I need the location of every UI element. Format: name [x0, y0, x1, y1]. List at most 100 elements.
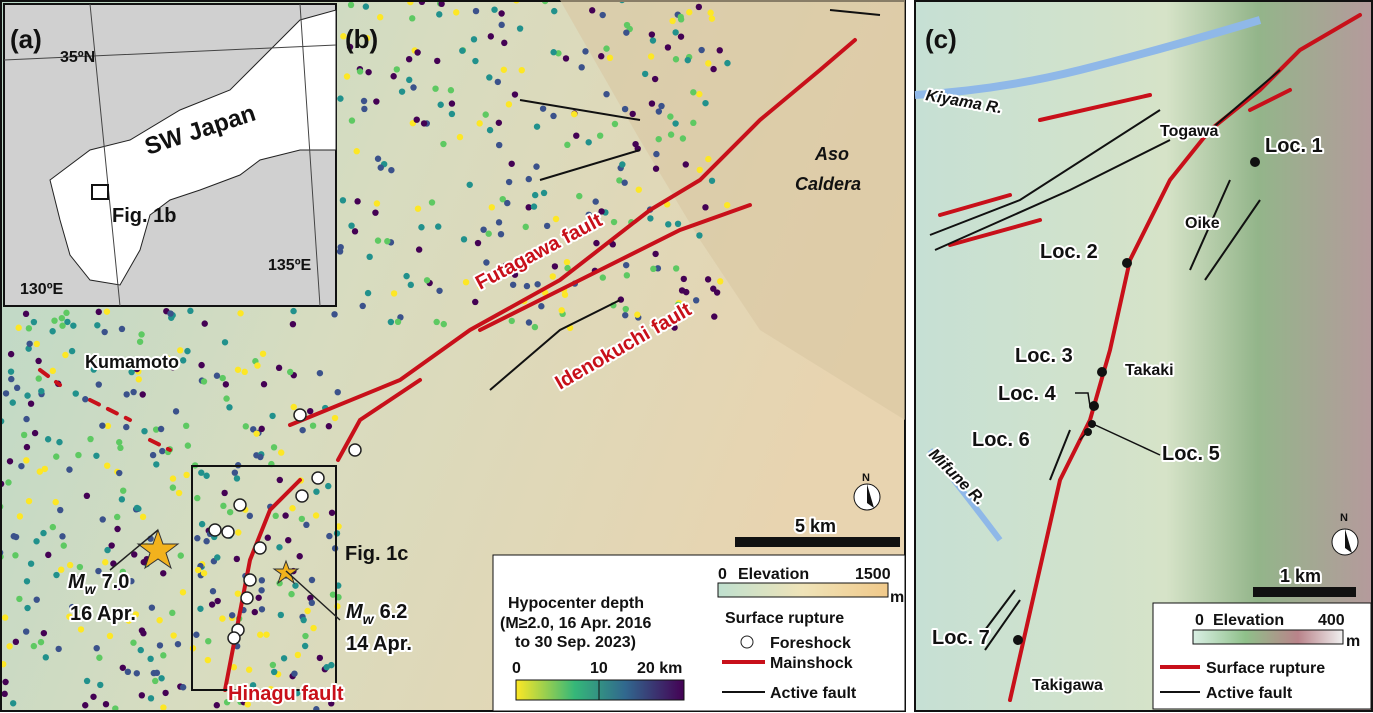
legend-text: 20 km — [637, 660, 682, 677]
legend-text: 0 — [718, 566, 727, 583]
hypocenter — [337, 244, 343, 250]
hypocenter — [299, 516, 305, 522]
hypocenter — [148, 695, 154, 701]
hypocenter — [702, 204, 708, 210]
hypocenter — [220, 503, 226, 509]
hypocenter — [517, 25, 523, 31]
hypocenter — [702, 100, 708, 106]
hypocenter — [94, 322, 100, 328]
hypocenter — [650, 266, 656, 272]
hypocenter — [214, 598, 220, 604]
hypocenter — [11, 533, 17, 539]
hypocenter — [234, 556, 240, 562]
hypocenter — [99, 422, 105, 428]
hypocenter — [183, 423, 189, 429]
hypocenter — [696, 91, 702, 97]
hypocenter — [170, 632, 176, 638]
hypocenter — [683, 161, 689, 167]
hypocenter — [43, 654, 49, 660]
hypocenter — [119, 326, 125, 332]
hypocenter — [263, 631, 269, 637]
hypocenter — [656, 108, 662, 114]
hypocenter — [408, 282, 414, 288]
hypocenter — [102, 559, 108, 565]
hypocenter — [201, 570, 207, 576]
hypocenter — [534, 281, 540, 287]
place-label: Aso — [814, 144, 849, 164]
legend-text: 1500 — [855, 566, 891, 583]
hypocenter — [541, 190, 547, 196]
hypocenter — [600, 274, 606, 280]
hypocenter — [693, 297, 699, 303]
hypocenter — [185, 442, 191, 448]
place-label: Togawa — [1160, 123, 1218, 140]
hypocenter — [612, 121, 618, 127]
north-label: N — [862, 472, 870, 484]
hypocenter — [138, 331, 144, 337]
hypocenter — [287, 369, 293, 375]
hypocenter — [140, 630, 146, 636]
hypocenter — [243, 423, 249, 429]
hypocenter — [534, 123, 540, 129]
hypocenter — [273, 513, 279, 519]
hypocenter — [372, 209, 378, 215]
loc-label: Loc. 7 — [932, 627, 990, 649]
hypocenter — [598, 208, 604, 214]
hypocenter — [136, 376, 142, 382]
hypocenter — [252, 609, 258, 615]
hypocenter — [436, 288, 442, 294]
hypocenter — [170, 475, 176, 481]
hypocenter — [226, 404, 232, 410]
hypocenter — [210, 588, 216, 594]
hypocenter — [282, 512, 288, 518]
hypocenter — [496, 219, 502, 225]
hypocenter — [486, 74, 492, 80]
hypocenter — [675, 221, 681, 227]
hypocenter — [108, 542, 114, 548]
box-label: Fig. 1b — [112, 205, 176, 227]
hypocenter — [332, 415, 338, 421]
hypocenter — [45, 552, 51, 558]
scale-label: 1 km — [1280, 566, 1321, 586]
hypocenter — [437, 102, 443, 108]
hypocenter — [24, 444, 30, 450]
hypocenter — [59, 323, 65, 329]
hypocenter — [483, 259, 489, 265]
hypocenter — [680, 135, 686, 141]
hypocenter — [603, 91, 609, 97]
hypocenter — [37, 468, 43, 474]
hypocenter — [134, 670, 140, 676]
hypocenter — [242, 369, 248, 375]
depth-bar — [516, 680, 684, 700]
hypocenter — [366, 254, 372, 260]
hypocenter — [697, 167, 703, 173]
hypocenter — [652, 251, 658, 257]
hypocenter — [235, 367, 241, 373]
hypocenter — [717, 47, 723, 53]
hypocenter — [152, 678, 158, 684]
hypocenter — [334, 530, 340, 536]
panel-label: (b) — [345, 24, 378, 54]
hypocenter — [259, 426, 265, 432]
hypocenter — [10, 700, 16, 706]
loc-label: Loc. 3 — [1015, 345, 1073, 367]
hypocenter — [82, 702, 88, 708]
legend-text: 0 — [1195, 612, 1204, 629]
hypocenter — [550, 49, 556, 55]
hypocenter — [352, 228, 358, 234]
hypocenter — [619, 161, 625, 167]
legend-text: Surface rupture — [1206, 660, 1325, 677]
hypocenter — [429, 199, 435, 205]
hypocenter — [120, 665, 126, 671]
hypocenter — [652, 76, 658, 82]
hypocenter — [271, 444, 277, 450]
hypocenter — [96, 655, 102, 661]
hypocenter — [498, 10, 504, 16]
hypocenter — [361, 106, 367, 112]
hypocenter — [309, 577, 315, 583]
hypocenter — [32, 430, 38, 436]
hypocenter — [21, 432, 27, 438]
hypocenter — [621, 180, 627, 186]
hypocenter — [463, 279, 469, 285]
hypocenter — [180, 684, 186, 690]
